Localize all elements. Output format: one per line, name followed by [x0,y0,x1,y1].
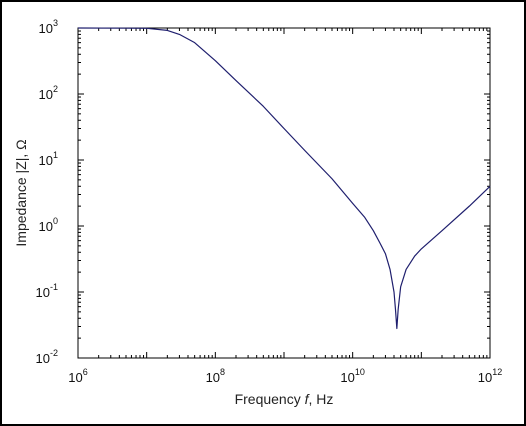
y-axis-title: Impedance |Z|, Ω [13,139,29,246]
series-group [77,27,491,330]
x-axis-title: Frequency f, Hz [235,391,334,407]
x-tick-label: 108 [206,367,225,385]
x-tick-label: 106 [68,367,87,385]
y-axis-ticks [78,30,490,359]
plot-area [77,27,491,359]
x-tick-label: 1012 [478,367,502,385]
y-tick-label: 102 [39,84,58,102]
y-tick-label: 100 [39,216,58,234]
x-axis-tick-labels: 106 108 1010 1012 [68,367,502,385]
y-tick-label: 103 [39,18,58,36]
x-tick-label: 1010 [340,367,364,385]
y-axis-tick-labels: 10-2 10-1 100 101 102 103 [36,18,58,366]
y-tick-label: 101 [39,150,58,168]
y-tick-label: 10-2 [36,348,58,366]
y-tick-label: 10-1 [36,282,58,300]
impedance-curve [77,27,491,330]
